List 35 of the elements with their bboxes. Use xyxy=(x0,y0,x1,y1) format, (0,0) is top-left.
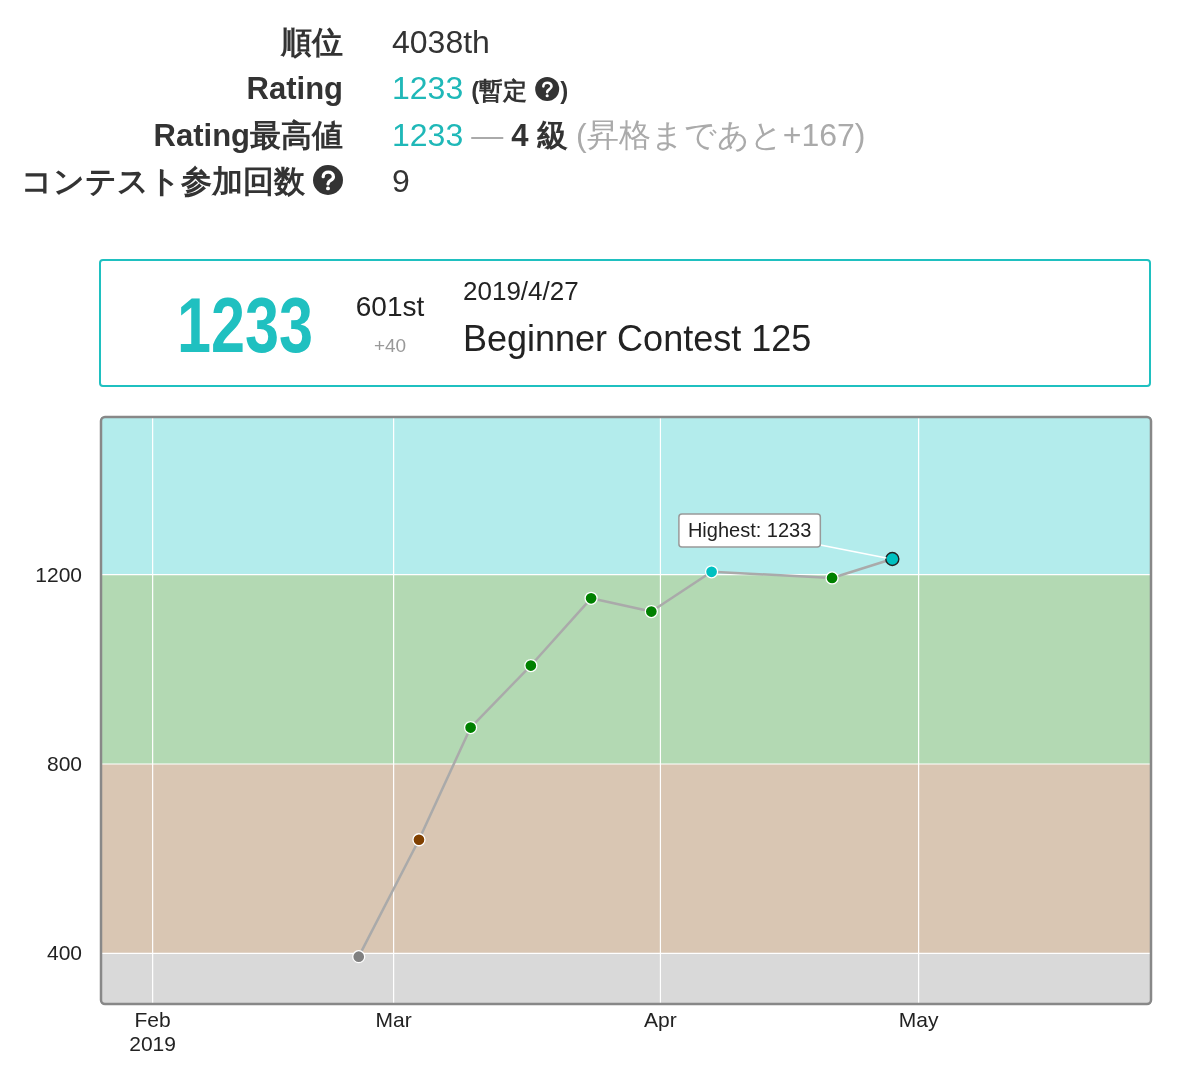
text: ) xyxy=(560,77,569,104)
annotation: Highest: 1233 xyxy=(687,519,812,542)
text: (暫定 xyxy=(471,77,528,104)
point xyxy=(644,604,658,619)
text: — xyxy=(471,117,504,153)
text: Rating xyxy=(246,71,343,106)
point xyxy=(524,658,538,673)
text: 2019/4/27 xyxy=(463,276,579,306)
x-tick-label: Apr xyxy=(644,1008,677,1031)
point xyxy=(352,950,366,964)
text: 1233 xyxy=(177,281,351,369)
x-tick-label: Mar xyxy=(375,1008,412,1031)
text: 1233 xyxy=(392,70,464,106)
point xyxy=(412,833,426,847)
text: 1233 xyxy=(392,117,464,153)
point xyxy=(885,551,900,567)
y-tick-label: 800 xyxy=(46,751,82,775)
text: 順位 xyxy=(280,25,343,60)
x-tick-label: Feb 2019 xyxy=(129,1008,176,1055)
point xyxy=(825,571,839,585)
y-tick-label: 400 xyxy=(46,941,82,965)
point xyxy=(704,565,719,579)
text: 9 xyxy=(392,163,410,199)
point xyxy=(463,720,478,735)
text: コンテスト参加回数 xyxy=(21,164,306,199)
x-tick-label: May xyxy=(898,1008,939,1031)
text: 4 級 xyxy=(511,118,569,153)
text: +40 xyxy=(373,335,407,356)
text: 601st xyxy=(355,291,425,322)
y-tick-label: 1200 xyxy=(35,562,82,586)
text: (昇格まであと+167) xyxy=(576,117,866,153)
text: Rating最高値 xyxy=(153,118,343,153)
point xyxy=(584,591,598,605)
text: 4038th xyxy=(392,24,490,60)
text: Beginner Contest 125 xyxy=(463,318,812,359)
